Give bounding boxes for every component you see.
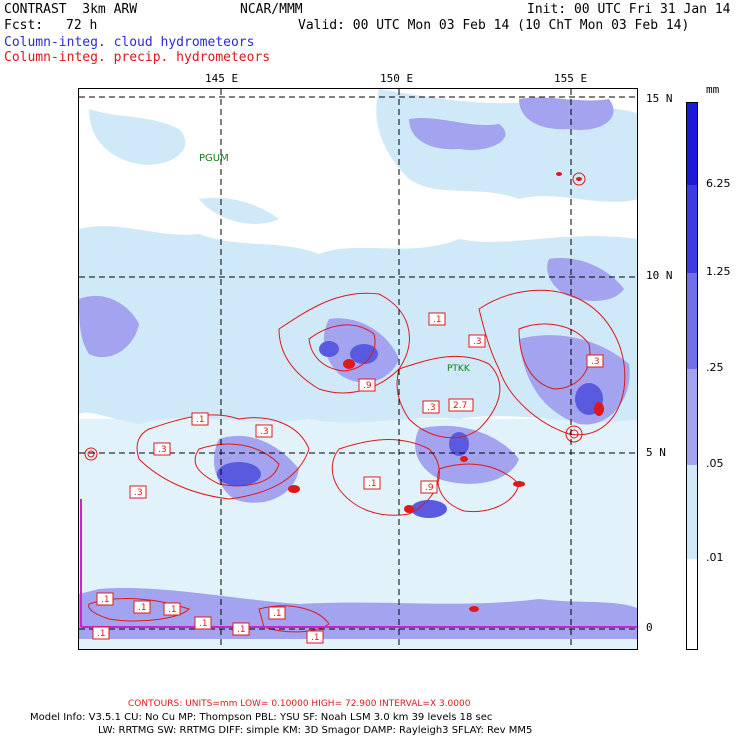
contour-label: .1	[168, 605, 177, 615]
contour-label: .1	[273, 609, 282, 619]
contour-label: .1	[101, 595, 110, 605]
colorbar-swatch	[687, 273, 697, 369]
init-time: Init: 00 UTC Fri 31 Jan 14	[527, 2, 731, 17]
contour-label: .3	[158, 445, 167, 455]
colorbar-unit: mm	[706, 83, 720, 96]
contour-label: .3	[473, 337, 482, 347]
precip-cores	[288, 172, 604, 612]
contour-label: .1	[196, 415, 205, 425]
valid-time: Valid: 00 UTC Mon 03 Feb 14 (10 ChT Mon …	[298, 18, 690, 33]
contour-label: .3	[134, 488, 143, 498]
colorbar-swatch	[687, 369, 697, 465]
lat-label-15n: 15 N	[646, 92, 673, 105]
contour-label: .3	[591, 357, 600, 367]
contour-label: .1	[368, 479, 377, 489]
colorbar-swatch	[687, 185, 697, 273]
model-title: CONTRAST 3km ARW	[4, 2, 138, 17]
contour-label: .3	[427, 403, 436, 413]
map-panel: PGUM PTKK .1 .3 .3 .3 .9 .3 2.7 .3 .1 .3…	[78, 88, 638, 650]
station-label-ptkk: PTKK	[447, 364, 471, 374]
contour-label: .9	[363, 381, 372, 391]
colorbar-level: 1.25	[706, 265, 731, 278]
precip-contours	[84, 172, 626, 633]
contour-label: 2.7	[453, 401, 467, 411]
lat-lon-grid	[79, 89, 637, 649]
lat-label-10n: 10 N	[646, 269, 673, 282]
contour-label: .1	[311, 633, 320, 643]
colorbar-level: 6.25	[706, 177, 731, 190]
colorbar-swatch	[687, 103, 697, 185]
contour-info: CONTOURS: UNITS=mm LOW= 0.10000 HIGH= 72…	[128, 699, 471, 709]
lat-label-0: 0	[646, 621, 653, 634]
contour-label: .1	[199, 619, 208, 629]
contour-label: .1	[138, 603, 147, 613]
colorbar	[686, 102, 698, 650]
colorbar-level: .01	[706, 551, 724, 564]
colorbar-swatch	[687, 465, 697, 559]
colorbar-level: .25	[706, 361, 724, 374]
contour-label: .1	[97, 629, 106, 639]
contour-label: .1	[433, 315, 442, 325]
forecast-label: Fcst:	[4, 18, 44, 33]
contour-label: .1	[237, 625, 246, 635]
forecast-hour: 72 h	[66, 18, 98, 33]
colorbar-level: .05	[706, 457, 724, 470]
model-info-line-1: Model Info: V3.5.1 CU: No Cu MP: Thompso…	[30, 712, 493, 723]
contour-label: .9	[425, 483, 434, 493]
domain-boundary	[80, 499, 637, 628]
model-info-line-2: LW: RRTMG SW: RRTMG DIFF: simple KM: 3D …	[98, 725, 533, 736]
center-label: NCAR/MMM	[240, 2, 303, 17]
lon-label-150: 150 E	[380, 72, 414, 85]
field-precip-label: Column-integ. precip. hydrometeors	[4, 50, 271, 65]
field-cloud-label: Column-integ. cloud hydrometeors	[4, 35, 255, 50]
lon-label-145: 145 E	[205, 72, 239, 85]
station-label-pgum: PGUM	[199, 153, 229, 164]
lat-label-5n: 5 N	[646, 446, 666, 459]
contour-label: .3	[260, 427, 269, 437]
colorbar-swatch	[687, 559, 697, 649]
lon-label-155: 155 E	[554, 72, 588, 85]
map-canvas: PGUM PTKK .1 .3 .3 .3 .9 .3 2.7 .3 .1 .3…	[79, 89, 637, 649]
contour-labels: .1 .3 .3 .3 .9 .3 2.7 .3 .1 .3 .1 .9 .1	[92, 312, 604, 644]
